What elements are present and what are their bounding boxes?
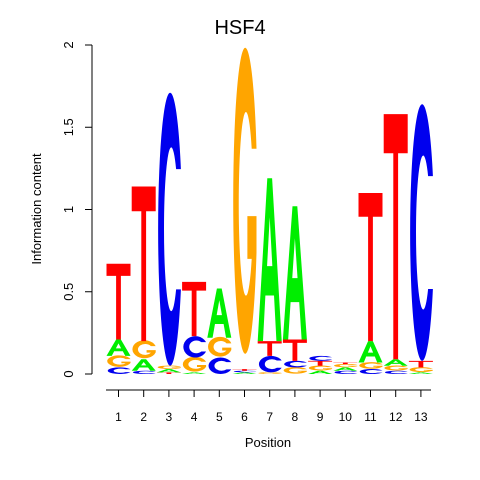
x-tick-label: 6 bbox=[241, 410, 248, 424]
x-tick-label: 9 bbox=[317, 410, 324, 424]
logo-letter-G bbox=[233, 47, 257, 354]
logo-letter-T bbox=[156, 372, 181, 374]
logo-letter-G bbox=[182, 356, 207, 372]
logo-letter-A bbox=[156, 369, 181, 373]
logo-letter-A bbox=[182, 372, 207, 374]
logo-letter-T bbox=[106, 263, 131, 340]
logo-letter-C bbox=[183, 336, 207, 358]
y-axis-label: Information content bbox=[29, 153, 44, 265]
x-tick-label: 4 bbox=[191, 410, 198, 424]
logo-letter-G bbox=[409, 367, 433, 373]
logo-letter-G bbox=[359, 362, 383, 369]
logo-letter-A bbox=[383, 359, 408, 366]
x-tick-label: 12 bbox=[389, 410, 403, 424]
logo-letter-C bbox=[158, 92, 181, 366]
x-axis-label: Position bbox=[245, 435, 291, 450]
x-tick-label: 8 bbox=[292, 410, 299, 424]
x-tick-label: 1 bbox=[115, 410, 122, 424]
x-tick-group: 1 2 3 4 5 6 7 8 9 10 11 12 13 bbox=[115, 390, 428, 424]
y-tick-label: 1.5 bbox=[61, 118, 76, 136]
y-tick-label: 0 bbox=[61, 370, 76, 377]
logo-letter-G bbox=[384, 365, 408, 371]
x-tick-label: 13 bbox=[414, 410, 428, 424]
logo-letter-T bbox=[282, 339, 307, 361]
logo-letter-A bbox=[308, 370, 333, 374]
logo-letter-A bbox=[408, 372, 433, 374]
logo-letter-T bbox=[182, 281, 207, 337]
y-axis: 0 0.5 1 1.5 2 bbox=[61, 41, 93, 378]
logo-letter-G bbox=[258, 372, 282, 374]
logo-letter-C bbox=[107, 367, 131, 374]
logo-letter-T bbox=[383, 114, 408, 360]
logo-letter-A bbox=[358, 341, 383, 363]
logo-letter-A bbox=[257, 178, 282, 342]
logo-letter-T bbox=[131, 186, 156, 342]
x-tick-label: 5 bbox=[216, 410, 223, 424]
logo-letter-C bbox=[208, 357, 232, 374]
logo-letter-C bbox=[309, 355, 333, 361]
logo-letter-T bbox=[408, 360, 433, 368]
logo-letter-A bbox=[106, 339, 131, 356]
logo-letter-A bbox=[232, 372, 257, 374]
logo-letter-T bbox=[232, 369, 257, 371]
logo-letter-C bbox=[359, 369, 383, 374]
x-tick-label: 7 bbox=[266, 410, 273, 424]
logo-letter-G bbox=[132, 340, 156, 359]
x-tick-label: 11 bbox=[364, 410, 377, 424]
logo-letter-C bbox=[132, 370, 156, 374]
y-tick-group: 0 0.5 1 1.5 2 bbox=[61, 41, 92, 378]
logo-letter-C bbox=[284, 360, 307, 368]
logo-letter-G bbox=[334, 363, 358, 368]
logo-letter-G bbox=[208, 336, 232, 357]
logo-letter-A bbox=[282, 206, 307, 340]
logo-letter-G bbox=[157, 365, 181, 369]
logo-letter-G bbox=[107, 355, 131, 367]
logo-letter-T bbox=[333, 362, 358, 365]
logo-letter-G bbox=[283, 367, 307, 374]
x-tick-label: 2 bbox=[140, 410, 147, 424]
logo-letter-A bbox=[333, 367, 358, 371]
letter-stacks bbox=[106, 47, 433, 374]
logo-letter-T bbox=[358, 193, 383, 342]
logo-letter-C bbox=[334, 370, 358, 374]
y-tick-label: 0.5 bbox=[61, 283, 76, 301]
logo-letter-C bbox=[258, 355, 282, 373]
x-tick-label: 10 bbox=[339, 410, 353, 424]
logo-letter-G bbox=[308, 365, 333, 371]
x-tick-label: 3 bbox=[166, 410, 173, 424]
logo-letter-T bbox=[308, 360, 333, 366]
logo-letter-C bbox=[384, 370, 408, 374]
y-tick-label: 2 bbox=[61, 41, 76, 48]
logo-letter-C bbox=[233, 370, 257, 373]
logo-letter-A bbox=[131, 359, 156, 371]
logo-letter-A bbox=[207, 288, 232, 338]
chart-title: HSF4 bbox=[214, 17, 265, 39]
y-tick-label: 1 bbox=[61, 206, 76, 213]
logo-letter-C bbox=[410, 104, 433, 361]
logo-letter-T bbox=[257, 341, 282, 356]
x-axis: 1 2 3 4 5 6 7 8 9 10 11 12 13 bbox=[106, 389, 431, 424]
